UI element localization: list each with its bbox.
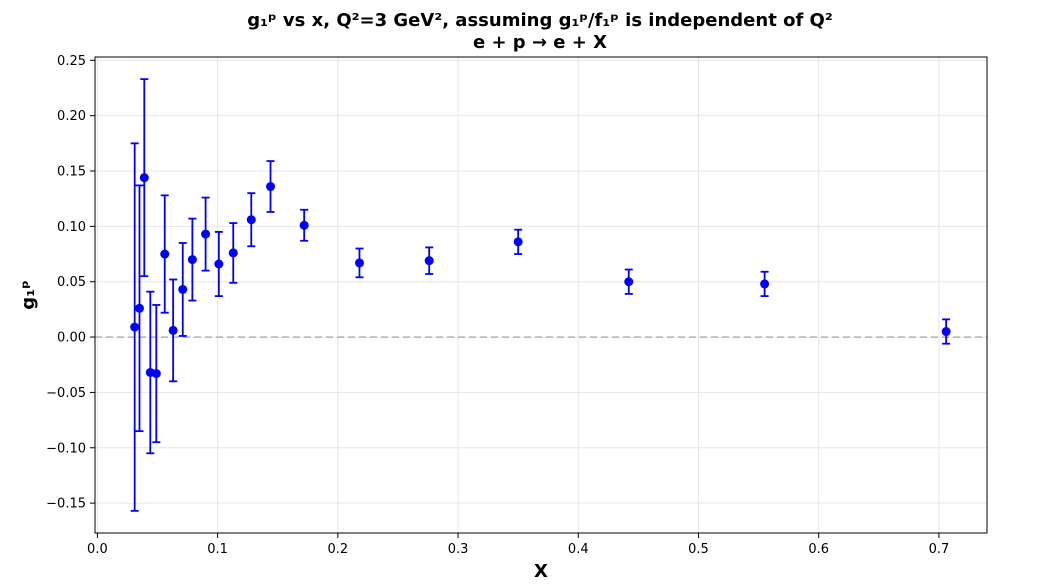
x-tick-label: 0.0 [87,542,108,557]
data-point [941,327,951,337]
y-tick-label: 0.10 [57,220,86,235]
y-axis-label: g₁ᵖ [18,280,39,309]
data-point [201,229,211,239]
y-tick-label: 0.00 [57,331,86,346]
data-point [624,277,634,287]
y-tick-label: 0.20 [57,109,86,124]
x-tick-label: 0.2 [327,542,348,557]
data-points [130,78,951,512]
data-point [354,258,364,268]
data-point [266,182,276,192]
data-point [134,303,144,313]
x-tick-label: 0.3 [448,542,469,557]
data-point [130,322,140,332]
data-point [187,255,197,265]
chart-title-line2: e + p → e + X [473,32,607,53]
data-point [151,369,161,379]
x-tick-label: 0.6 [808,542,829,557]
y-tick-label: −0.10 [46,441,86,456]
x-axis-ticks: 0.0 0.1 0.2 0.3 0.4 0.5 0.6 0.7 [87,533,949,557]
y-tick-label: 0.15 [57,165,86,180]
data-point [214,259,224,269]
y-tick-label: 0.05 [57,275,86,290]
x-tick-label: 0.4 [568,542,589,557]
y-tick-label: 0.25 [57,54,86,69]
y-tick-label: −0.15 [46,497,86,512]
x-tick-label: 0.7 [929,542,950,557]
x-tick-label: 0.5 [688,542,709,557]
grid [95,57,987,533]
y-axis-ticks: −0.15 −0.10 −0.05 0.00 0.05 0.10 0.15 0.20 0.25 [46,54,95,512]
plot-frame [94,56,988,534]
data-point [139,173,149,183]
data-point [246,215,256,225]
data-point [299,220,309,230]
data-point [424,256,434,266]
y-tick-label: −0.05 [46,386,86,401]
x-tick-label: 0.1 [207,542,228,557]
data-point [228,248,238,258]
data-point [178,284,188,294]
data-point [160,249,170,259]
data-point [168,325,178,335]
data-point [760,279,770,289]
x-axis-label: X [534,561,548,582]
data-point [513,237,523,247]
chart-title-line1: g₁ᵖ vs x, Q²=3 GeV², assuming g₁ᵖ/f₁ᵖ is… [247,10,832,31]
